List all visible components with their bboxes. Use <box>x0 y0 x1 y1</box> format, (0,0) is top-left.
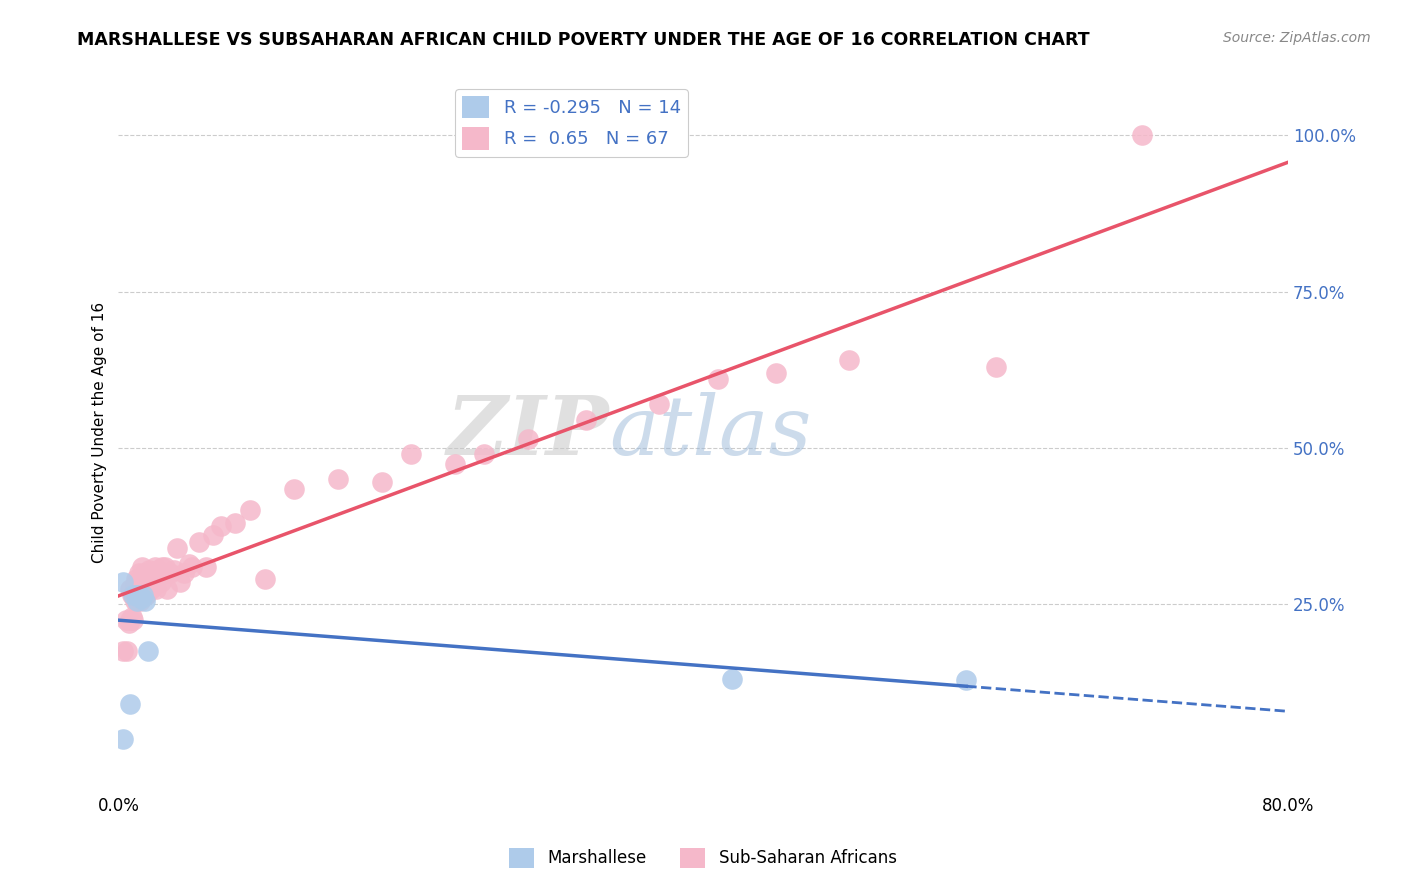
Point <box>121 588 143 602</box>
Point <box>150 559 173 574</box>
Point <box>838 353 860 368</box>
Legend: R = -0.295   N = 14, R =  0.65   N = 67: R = -0.295 N = 14, R = 0.65 N = 67 <box>456 89 688 157</box>
Point <box>132 575 155 590</box>
Point <box>239 503 262 517</box>
Point <box>111 575 134 590</box>
Point <box>141 566 163 580</box>
Point <box>124 578 146 592</box>
Point <box>129 591 152 605</box>
Text: Source: ZipAtlas.com: Source: ZipAtlas.com <box>1223 31 1371 45</box>
Point <box>187 534 209 549</box>
Y-axis label: Child Poverty Under the Age of 16: Child Poverty Under the Age of 16 <box>93 301 107 563</box>
Point <box>443 457 465 471</box>
Point <box>163 563 186 577</box>
Point <box>125 572 148 586</box>
Point <box>1130 128 1153 143</box>
Point <box>202 528 225 542</box>
Point <box>118 615 141 630</box>
Point <box>177 557 200 571</box>
Point <box>156 582 179 596</box>
Point <box>131 582 153 596</box>
Point <box>149 575 172 590</box>
Point <box>132 588 155 602</box>
Point <box>124 594 146 608</box>
Point <box>984 359 1007 374</box>
Point <box>128 588 150 602</box>
Point <box>120 582 142 596</box>
Legend: Marshallese, Sub-Saharan Africans: Marshallese, Sub-Saharan Africans <box>503 841 903 875</box>
Point <box>134 594 156 608</box>
Point <box>129 594 152 608</box>
Point <box>136 582 159 596</box>
Text: atlas: atlas <box>610 392 813 473</box>
Point <box>115 644 138 658</box>
Point <box>955 673 977 688</box>
Point <box>128 566 150 580</box>
Point <box>721 672 744 686</box>
Point <box>143 559 166 574</box>
Point <box>648 397 671 411</box>
Point <box>765 366 787 380</box>
Point <box>131 591 153 605</box>
Point <box>139 582 162 596</box>
Point <box>125 594 148 608</box>
Point <box>195 559 218 574</box>
Point <box>370 475 392 490</box>
Point <box>138 563 160 577</box>
Point <box>127 588 149 602</box>
Point <box>136 644 159 658</box>
Point <box>122 588 145 602</box>
Point <box>120 697 142 711</box>
Text: ZIP: ZIP <box>447 392 610 473</box>
Point <box>209 519 232 533</box>
Point <box>472 447 495 461</box>
Point <box>253 572 276 586</box>
Point <box>131 559 153 574</box>
Point <box>146 563 169 577</box>
Point <box>122 613 145 627</box>
Point <box>224 516 246 530</box>
Point <box>114 613 136 627</box>
Point <box>516 432 538 446</box>
Point <box>127 575 149 590</box>
Point <box>166 541 188 555</box>
Point <box>575 413 598 427</box>
Point <box>142 578 165 592</box>
Point <box>155 559 177 574</box>
Point <box>111 644 134 658</box>
Point <box>134 566 156 580</box>
Point <box>128 591 150 605</box>
Point <box>173 566 195 580</box>
Point <box>326 472 349 486</box>
Point <box>134 588 156 602</box>
Point <box>707 372 730 386</box>
Point <box>129 578 152 592</box>
Point <box>283 482 305 496</box>
Point <box>159 566 181 580</box>
Point <box>145 582 167 596</box>
Text: MARSHALLESE VS SUBSAHARAN AFRICAN CHILD POVERTY UNDER THE AGE OF 16 CORRELATION : MARSHALLESE VS SUBSAHARAN AFRICAN CHILD … <box>77 31 1090 49</box>
Point <box>121 609 143 624</box>
Point <box>399 447 422 461</box>
Point <box>125 588 148 602</box>
Point <box>122 588 145 602</box>
Point <box>111 731 134 746</box>
Point <box>120 613 142 627</box>
Point <box>169 575 191 590</box>
Point <box>180 559 202 574</box>
Point <box>127 594 149 608</box>
Point <box>135 588 157 602</box>
Point <box>148 569 170 583</box>
